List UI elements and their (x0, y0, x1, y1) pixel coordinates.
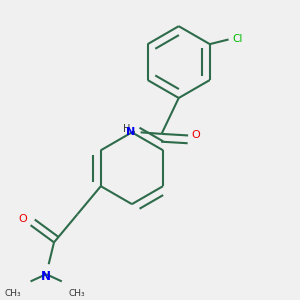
Text: N: N (41, 271, 51, 284)
Text: O: O (19, 214, 28, 224)
Text: CH₃: CH₃ (4, 289, 21, 298)
Text: Cl: Cl (232, 34, 243, 44)
Text: N: N (126, 127, 135, 137)
Text: CH₃: CH₃ (68, 289, 85, 298)
Text: H: H (123, 124, 130, 134)
Text: O: O (192, 130, 201, 140)
